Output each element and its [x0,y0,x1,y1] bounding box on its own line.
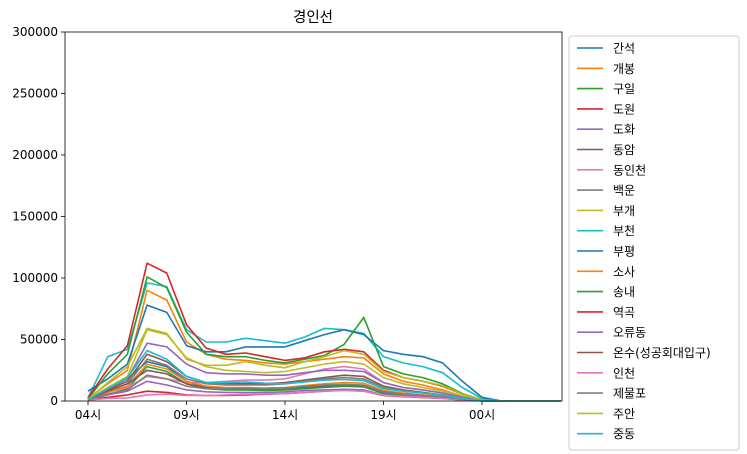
y-tick-label: 300000 [12,25,58,39]
legend-label: 인천 [613,365,635,380]
y-tick-label: 0 [50,394,58,408]
legend-label: 동암 [613,143,635,157]
legend-label: 부천 [613,223,635,238]
legend-label: 소사 [613,265,635,279]
legend-label: 제물포 [613,387,646,401]
legend-box [568,35,740,451]
y-tick-label: 50000 [20,333,58,347]
legend-label: 주안 [613,407,635,421]
x-tick-label: 09시 [173,408,199,422]
legend-label: 도원 [613,102,635,116]
legend: 간석개봉구일도원도화동암동인천백운부개부천부평소사송내역곡오류동온수(성공회대입… [568,35,740,451]
x-tick-label: 04시 [75,408,101,422]
legend-label: 개봉 [613,62,635,76]
legend-label: 역곡 [613,305,635,319]
legend-label: 구일 [613,82,635,96]
plot-frame [64,31,563,402]
legend-label: 동인천 [613,162,646,177]
legend-label: 오류동 [613,326,646,340]
series-line [87,304,561,402]
y-tick-label: 150000 [12,210,58,224]
legend-label: 백운 [613,184,635,198]
series-line [87,349,561,402]
legend-label: 중동 [613,427,635,441]
y-tick-label: 250000 [12,87,58,101]
x-tick-label: 19시 [370,408,396,422]
series-line [87,282,561,402]
x-tick-label: 14시 [272,408,298,422]
legend-label: 송내 [613,285,635,299]
chart-title: 경인선 [293,9,333,26]
x-axis: 04시 09시 14시 19시 00시 [75,401,495,422]
y-axis: 0 50000 100000 150000 200000 250000 300000 [12,25,65,408]
legend-label: 간석 [613,42,635,56]
legend-label: 부평 [613,245,635,259]
legend-label: 도화 [613,123,635,137]
y-tick-label: 200000 [12,148,58,162]
y-tick-label: 100000 [12,271,58,285]
legend-label: 온수(성공회대입구) [613,346,711,360]
legend-label: 부개 [613,204,635,218]
x-tick-label: 00시 [469,408,495,422]
